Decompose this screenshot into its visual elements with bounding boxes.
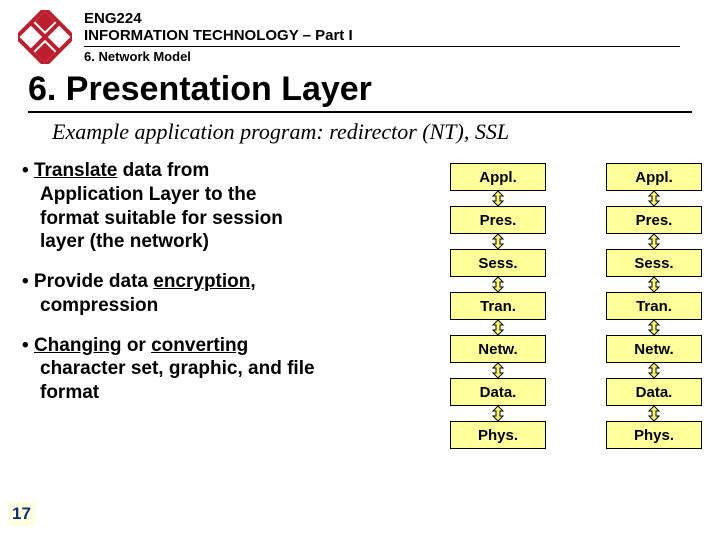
bullet-text: •: [22, 335, 34, 356]
bullet-text: • Provide data: [22, 271, 153, 292]
bidirectional-arrow-icon: [645, 363, 663, 378]
bidirectional-arrow-icon: [645, 191, 663, 206]
bidirectional-arrow-icon: [645, 234, 663, 249]
bidirectional-arrow-icon: [645, 406, 663, 421]
layer-box: Netw.: [606, 335, 702, 363]
layer-box: Appl.: [450, 163, 546, 191]
bullet-text: Translate: [34, 160, 117, 181]
bullet-item: • Translate data from Application Layer …: [22, 159, 430, 254]
bullet-item: • Changing or converting character set, …: [22, 334, 430, 405]
osi-tower-left: Appl. Pres. Sess. Tran. Netw. Data. Phys.: [450, 163, 546, 449]
bullet-text: or: [122, 335, 152, 356]
layer-box: Appl.: [606, 163, 702, 191]
layer-box: Netw.: [450, 335, 546, 363]
bidirectional-arrow-icon: [489, 320, 507, 335]
bullet-text: format: [22, 381, 430, 405]
layer-box: Sess.: [450, 249, 546, 277]
layer-box: Data.: [450, 378, 546, 406]
course-code: ENG224: [84, 10, 680, 27]
bidirectional-arrow-icon: [489, 234, 507, 249]
bullet-list: • Translate data from Application Layer …: [22, 159, 430, 449]
bidirectional-arrow-icon: [489, 406, 507, 421]
layer-box: Data.: [606, 378, 702, 406]
osi-tower-right: Appl. Pres. Sess. Tran. Netw. Data. Phys.: [606, 163, 702, 449]
bullet-text: data from: [117, 160, 209, 181]
bullet-item: • Provide data encryption, compression: [22, 270, 430, 318]
page-number: 17: [8, 502, 35, 526]
course-title: INFORMATION TECHNOLOGY – Part I: [84, 27, 680, 47]
institution-logo: [18, 10, 72, 64]
bidirectional-arrow-icon: [489, 191, 507, 206]
slide-header: ENG224 INFORMATION TECHNOLOGY – Part I 6…: [0, 0, 720, 64]
bullet-text: compression: [22, 294, 430, 318]
layer-box: Phys.: [606, 421, 702, 449]
bullet-text: encryption: [153, 271, 250, 292]
bidirectional-arrow-icon: [645, 277, 663, 292]
layer-box: Sess.: [606, 249, 702, 277]
bidirectional-arrow-icon: [489, 277, 507, 292]
chapter-label: 6. Network Model: [84, 49, 680, 64]
bullet-text: Application Layer to the: [22, 183, 430, 207]
layer-box: Tran.: [606, 292, 702, 320]
header-text: ENG224 INFORMATION TECHNOLOGY – Part I 6…: [84, 10, 720, 64]
subtitle: Example application program: redirector …: [52, 119, 720, 145]
layer-box: Tran.: [450, 292, 546, 320]
bullet-text: layer (the network): [22, 230, 430, 254]
bullet-text: converting: [151, 335, 248, 356]
content-row: • Translate data from Application Layer …: [0, 153, 720, 449]
bidirectional-arrow-icon: [645, 320, 663, 335]
bullet-text: •: [22, 160, 34, 181]
bullet-text: Changing: [34, 335, 122, 356]
layer-box: Pres.: [606, 206, 702, 234]
layer-box: Pres.: [450, 206, 546, 234]
layer-box: Phys.: [450, 421, 546, 449]
bullet-text: ,: [250, 271, 255, 292]
osi-towers: Appl. Pres. Sess. Tran. Netw. Data. Phys. Appl…: [450, 159, 702, 449]
bidirectional-arrow-icon: [489, 363, 507, 378]
bullet-text: character set, graphic, and file: [22, 357, 430, 381]
page-title: 6. Presentation Layer: [28, 70, 692, 113]
bullet-text: format suitable for session: [22, 207, 430, 231]
